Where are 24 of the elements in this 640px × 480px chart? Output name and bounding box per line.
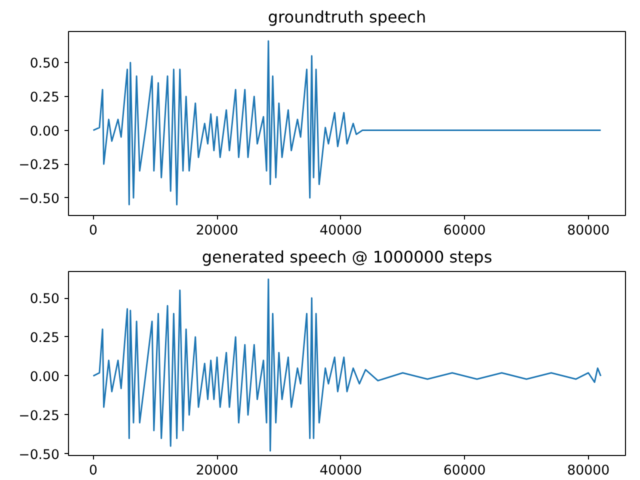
y-tick-label: −0.50 — [18, 192, 60, 207]
x-tick-label: 0 — [89, 464, 98, 478]
x-tick-label: 40000 — [320, 224, 362, 238]
y-tick-label: 0.25 — [30, 90, 60, 106]
x-tick-label: 80000 — [567, 464, 610, 478]
chart-title: generated speech @ 1000000 steps — [202, 248, 492, 266]
y-tick-label: −0.25 — [18, 158, 60, 174]
x-tick-label: 40000 — [320, 464, 362, 478]
y-tick-label: 0.00 — [30, 124, 60, 140]
chart-title: groundtruth speech — [268, 8, 426, 26]
x-tick-label: 80000 — [567, 224, 610, 238]
x-tick-label: 20000 — [196, 224, 238, 238]
line-series — [92, 40, 602, 206]
y-tick-label: −0.50 — [18, 448, 60, 463]
x-tick-label: 60000 — [443, 224, 486, 238]
x-tick-label: 20000 — [196, 464, 238, 478]
y-tick-label: 0.25 — [30, 330, 60, 346]
line-series — [92, 278, 602, 452]
y-tick-label: 0.00 — [30, 370, 60, 385]
y-tick-label: −0.25 — [18, 408, 60, 424]
x-tick-label: 0 — [89, 224, 98, 238]
x-tick-label: 60000 — [443, 464, 486, 478]
y-tick-label: 0.50 — [30, 292, 60, 308]
y-tick-label: 0.50 — [30, 56, 60, 72]
